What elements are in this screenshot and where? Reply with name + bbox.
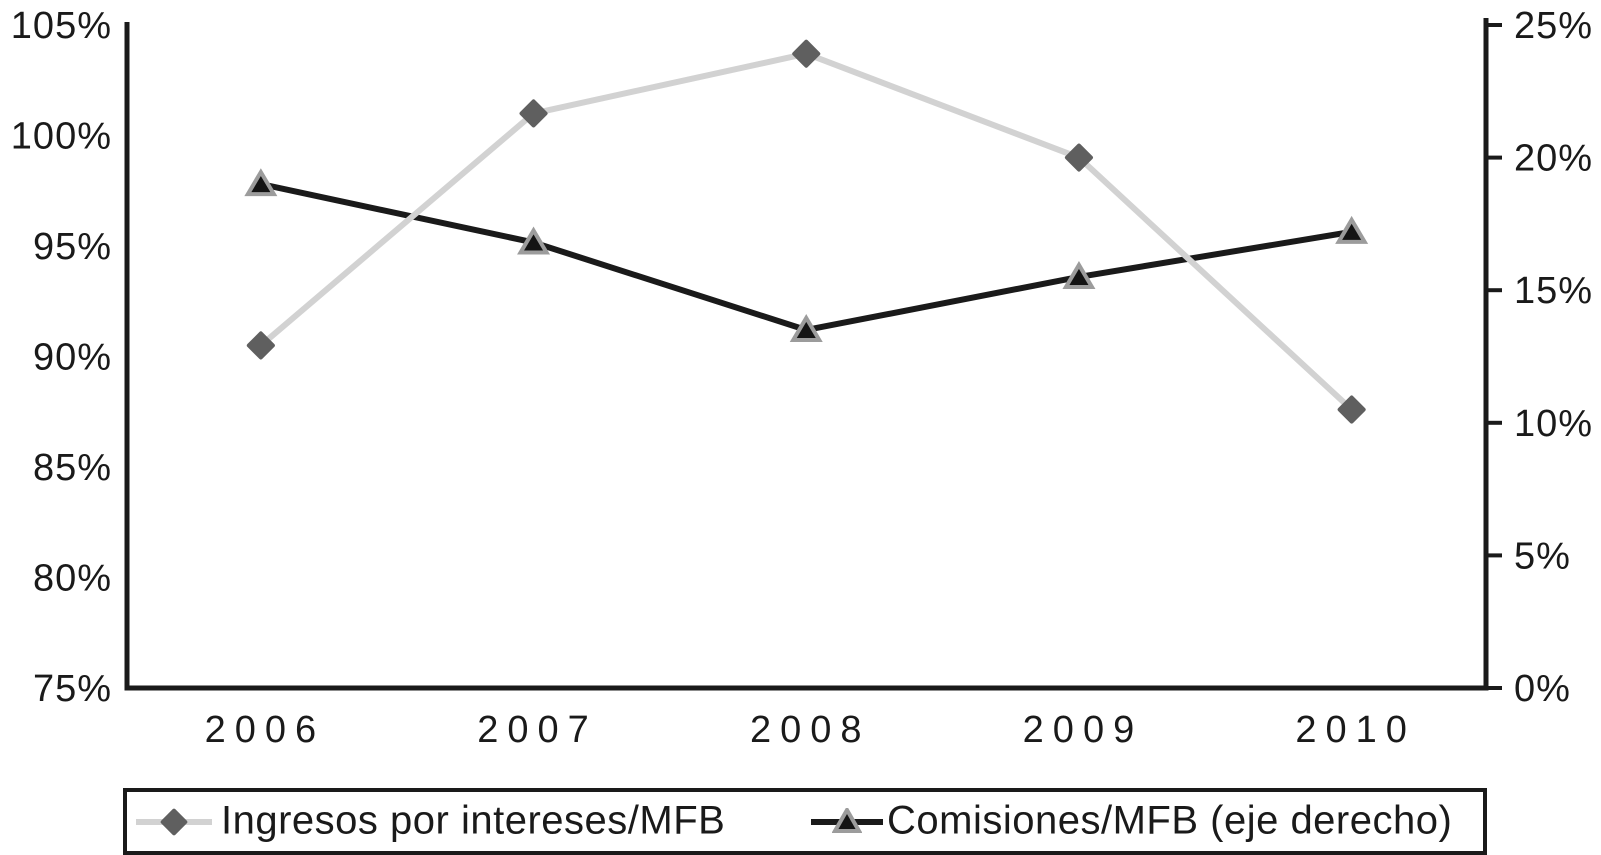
- left-tick-label: 85%: [33, 447, 112, 489]
- left-tick-label: 80%: [33, 558, 112, 600]
- data-point-triangle: [1062, 261, 1096, 289]
- x-tick-label: 2010: [1295, 709, 1416, 751]
- data-point-triangle: [244, 168, 278, 197]
- diamond-marker-icon: [159, 807, 189, 836]
- data-point-triangle: [1335, 215, 1369, 244]
- data-point-diamond: [1337, 395, 1366, 424]
- right-axis-labels: 25% 20% 15% 10% 5% 0%: [1514, 5, 1593, 710]
- line-chart: 105%100%95%90%85%80%75%25%20%15%10%5%0%2…: [11, 5, 1593, 751]
- x-tick-label: 2009: [1023, 709, 1144, 751]
- right-tick-label: 5%: [1514, 535, 1571, 577]
- x-tick-label: 2008: [750, 709, 871, 751]
- axes: [124, 18, 1489, 691]
- data-point-diamond: [792, 39, 821, 68]
- left-tick-label: 75%: [33, 668, 112, 710]
- triangle-marker-icon: [832, 807, 862, 833]
- right-tick-label: 0%: [1514, 668, 1571, 710]
- series-comisiones: [244, 168, 1369, 342]
- data-point-triangle: [789, 314, 823, 342]
- right-tick-label: 15%: [1514, 270, 1593, 312]
- left-tick-label: 95%: [33, 226, 112, 268]
- legend-marker-ingresos: [136, 807, 212, 836]
- left-axis-labels: 105% 100% 95% 90% 85% 80% 75%: [11, 5, 112, 710]
- data-point-diamond: [519, 99, 548, 128]
- right-axis-ticks: [1486, 23, 1502, 690]
- left-tick-label: 100%: [11, 116, 112, 158]
- x-tick-label: 2007: [477, 709, 598, 751]
- data-point-triangle: [517, 226, 551, 255]
- series-line: [257, 50, 1355, 413]
- data-point-diamond: [1064, 143, 1093, 172]
- legend: Ingresos por intereses/MFB Comisiones/MF…: [123, 788, 1487, 855]
- left-tick-label: 105%: [11, 5, 112, 47]
- legend-label-ingresos: Ingresos por intereses/MFB: [221, 798, 726, 843]
- data-point-diamond: [246, 331, 275, 360]
- right-tick-label: 25%: [1514, 5, 1593, 47]
- series-ingresos: [246, 39, 1366, 424]
- right-tick-label: 20%: [1514, 138, 1593, 180]
- x-axis-labels: 2006 2007 2008 2009 2010: [205, 709, 1416, 751]
- legend-label-comisiones: Comisiones/MFB (eje derecho): [887, 798, 1453, 843]
- left-tick-label: 90%: [33, 337, 112, 379]
- legend-marker-comisiones: [811, 807, 883, 833]
- x-tick-label: 2006: [205, 709, 326, 751]
- right-tick-label: 10%: [1514, 403, 1593, 445]
